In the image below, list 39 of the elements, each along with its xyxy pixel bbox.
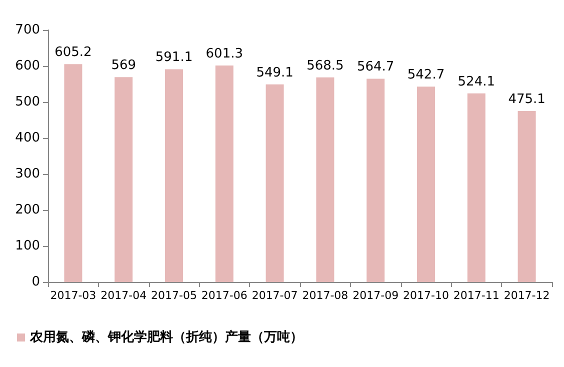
x-tick-label: 2017-03 <box>50 289 96 302</box>
data-label: 569 <box>111 58 136 74</box>
legend-label: 农用氮、磷、钾化学肥料（折纯）产量（万吨） <box>29 329 303 345</box>
data-label: 564.7 <box>356 60 394 75</box>
data-label: 542.7 <box>407 68 445 83</box>
y-tick-label: 600 <box>15 58 40 74</box>
bar <box>316 77 334 282</box>
bar <box>215 66 234 282</box>
data-label: 524.1 <box>458 74 496 90</box>
y-tick-label: 300 <box>15 166 40 182</box>
bar <box>64 64 82 282</box>
bar <box>518 110 536 282</box>
bar <box>165 69 183 282</box>
x-tick-label: 2017-12 <box>504 289 550 302</box>
data-label: 601.3 <box>206 46 244 62</box>
bar <box>366 78 385 282</box>
bar <box>266 84 284 282</box>
data-label: 475.1 <box>508 92 546 107</box>
x-tick-label: 2017-11 <box>453 289 500 302</box>
x-tick-label: 2017-10 <box>403 289 449 302</box>
y-tick-label: 100 <box>15 238 40 254</box>
x-tick-label: 2017-08 <box>302 289 348 302</box>
y-tick-label: 400 <box>15 130 40 146</box>
x-tick-label: 2017-06 <box>201 289 248 302</box>
bar <box>467 93 486 282</box>
x-tick-label: 2017-05 <box>151 289 197 302</box>
data-label: 549.1 <box>256 65 294 80</box>
data-label: 568.5 <box>306 58 344 74</box>
x-tick-label: 2017-04 <box>100 289 147 302</box>
data-label: 605.2 <box>54 45 92 60</box>
x-tick-label: 2017-07 <box>252 289 298 302</box>
bar <box>114 77 133 282</box>
y-tick-label: 0 <box>32 274 40 290</box>
data-label: 591.1 <box>155 50 193 66</box>
bar <box>417 86 435 282</box>
x-tick-label: 2017-09 <box>352 289 399 302</box>
y-tick-label: 200 <box>15 202 40 218</box>
y-tick-label: 500 <box>15 94 40 110</box>
y-tick-label: 700 <box>15 22 40 38</box>
